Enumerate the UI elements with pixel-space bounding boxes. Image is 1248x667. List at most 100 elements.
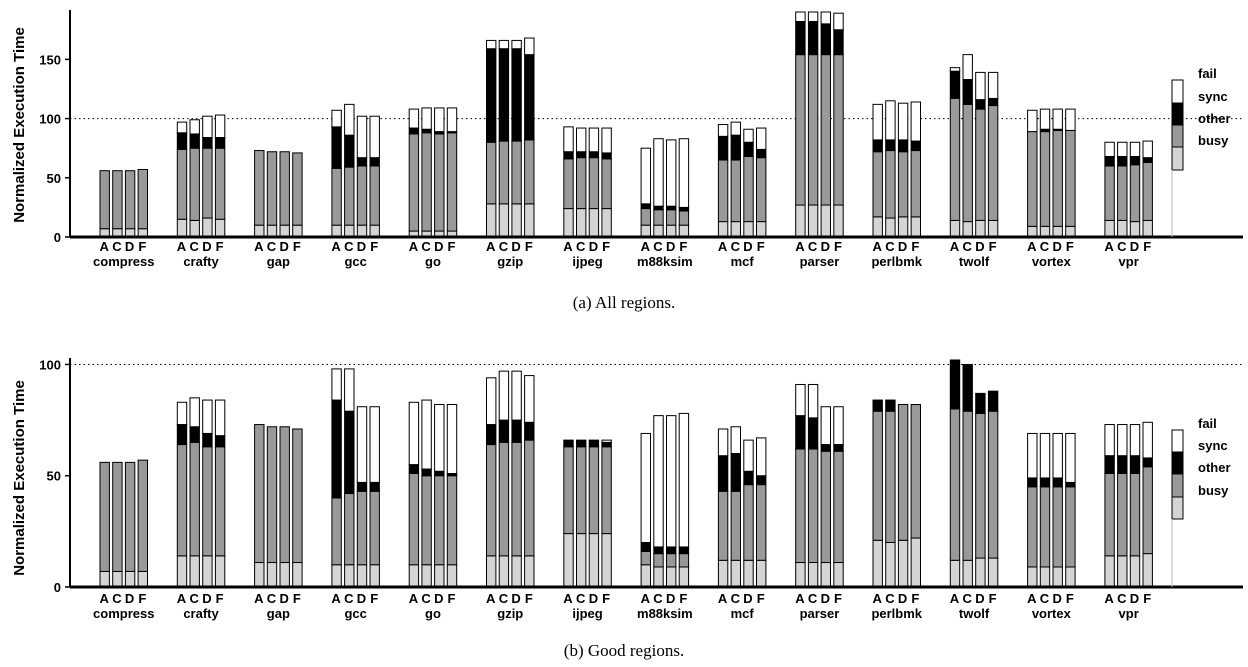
bar-segment-other: [214, 147, 226, 220]
bar-segment-sync: [498, 419, 510, 443]
bar-segment-sync: [344, 134, 355, 168]
bar-letter-label: D: [434, 239, 444, 254]
bar-segment-busy: [356, 564, 368, 588]
bar-segment-busy: [266, 224, 278, 238]
bar-segment-busy: [511, 555, 522, 588]
bar-segment-busy: [563, 208, 574, 238]
bar-segment-fail: [1052, 432, 1063, 479]
bar-segment-sync: [408, 127, 420, 135]
bar-letter-label: C: [731, 591, 741, 606]
bar-letter-label: F: [525, 239, 534, 254]
bar-segment-other: [962, 103, 973, 223]
bar-segment-other: [369, 165, 380, 226]
bar-segment-other: [486, 444, 497, 557]
bar-segment-busy: [1104, 219, 1115, 238]
bar-letter-label: D: [1053, 239, 1063, 254]
bar-segment-sync: [807, 417, 819, 450]
legend-swatch-busy: [1171, 496, 1184, 520]
bar-segment-other: [137, 169, 149, 230]
bar-segment-busy: [962, 221, 973, 238]
bar-segment-sync: [1052, 477, 1063, 488]
bar-segment-fail: [678, 412, 690, 548]
bar-letter-label: F: [370, 239, 379, 254]
bar-letter-label: D: [666, 591, 676, 606]
bar-segment-fail: [756, 127, 767, 150]
bar-segment-other: [717, 490, 729, 561]
bar-segment-other: [434, 133, 445, 232]
legend-label-other: other: [1198, 460, 1231, 475]
bar-segment-busy: [176, 555, 188, 588]
bar-segment-busy: [266, 562, 278, 588]
bar-letter-label: A: [873, 239, 883, 254]
bar-segment-other: [743, 484, 754, 561]
bar-segment-sync: [640, 541, 651, 552]
bar-segment-fail: [421, 399, 432, 470]
bar-letter-label: F: [757, 591, 766, 606]
bar-letter-label: C: [885, 239, 895, 254]
x-category-label: twolf: [959, 606, 990, 621]
bar-segment-busy: [666, 224, 677, 238]
bar-segment-fail: [563, 126, 574, 153]
bar-letter-label: C: [1040, 591, 1050, 606]
bar-segment-busy: [987, 219, 999, 238]
bar-segment-busy: [1065, 566, 1076, 588]
bar-segment-sync: [421, 128, 432, 134]
bar-segment-sync: [511, 419, 522, 443]
bar-segment-busy: [434, 564, 445, 588]
bar-segment-fail: [344, 368, 355, 412]
bar-letter-label: C: [885, 591, 895, 606]
bar-segment-fail: [897, 102, 909, 141]
bar-segment-other: [214, 446, 226, 557]
bar-segment-sync: [498, 48, 510, 142]
bar-segment-other: [717, 159, 729, 223]
bar-segment-other: [446, 132, 458, 232]
bar-segment-busy: [897, 539, 909, 588]
bar-segment-sync: [756, 148, 767, 159]
bar-segment-fail: [408, 401, 420, 466]
bar-segment-fail: [588, 127, 600, 153]
bar-segment-busy: [1065, 225, 1076, 238]
x-category-label: crafty: [183, 606, 219, 621]
bar-segment-fail: [743, 439, 754, 472]
x-category-label: gcc: [344, 254, 366, 269]
bar-segment-busy: [678, 566, 690, 588]
bar-segment-sync: [717, 135, 729, 161]
bar-segment-sync: [369, 481, 380, 492]
bar-segment-other: [124, 461, 136, 572]
bar-segment-busy: [820, 562, 831, 588]
bar-segment-sync: [421, 468, 432, 477]
bar-segment-sync: [1142, 157, 1153, 163]
bar-segment-sync: [486, 424, 497, 446]
bar-letter-label: C: [1040, 239, 1050, 254]
bar-segment-busy: [254, 562, 265, 588]
bar-segment-busy: [279, 224, 290, 238]
bar-segment-fail: [833, 406, 844, 446]
bar-segment-busy: [975, 557, 986, 588]
bar-segment-fail: [189, 119, 200, 135]
bar-segment-other: [807, 54, 819, 206]
legend-swatch-other: [1171, 124, 1184, 148]
bar-segment-other: [795, 54, 806, 206]
bar-segment-busy: [524, 203, 535, 238]
legend-label-busy: busy: [1198, 133, 1229, 148]
bar-letter-label: A: [950, 239, 960, 254]
bar-segment-busy: [872, 216, 883, 238]
bar-segment-sync: [730, 452, 741, 492]
bar-segment-sync: [717, 455, 729, 492]
bar-segment-other: [897, 404, 909, 541]
bar-segment-fail: [524, 37, 535, 56]
bar-segment-busy: [1129, 555, 1141, 588]
bar-segment-busy: [717, 559, 729, 588]
bar-segment-other: [292, 152, 303, 226]
bar-segment-sync: [356, 481, 368, 492]
bar-letter-label: A: [795, 239, 805, 254]
bar-segment-busy: [292, 224, 303, 238]
bar-letter-label: C: [731, 239, 741, 254]
bar-letter-label: D: [666, 239, 676, 254]
x-category-label: twolf: [959, 254, 990, 269]
bar-letter-label: C: [267, 239, 277, 254]
bar-letter-label: C: [421, 591, 431, 606]
bar-segment-busy: [344, 564, 355, 588]
bar-segment-fail: [356, 406, 368, 483]
y-tick-label: 0: [54, 230, 61, 245]
